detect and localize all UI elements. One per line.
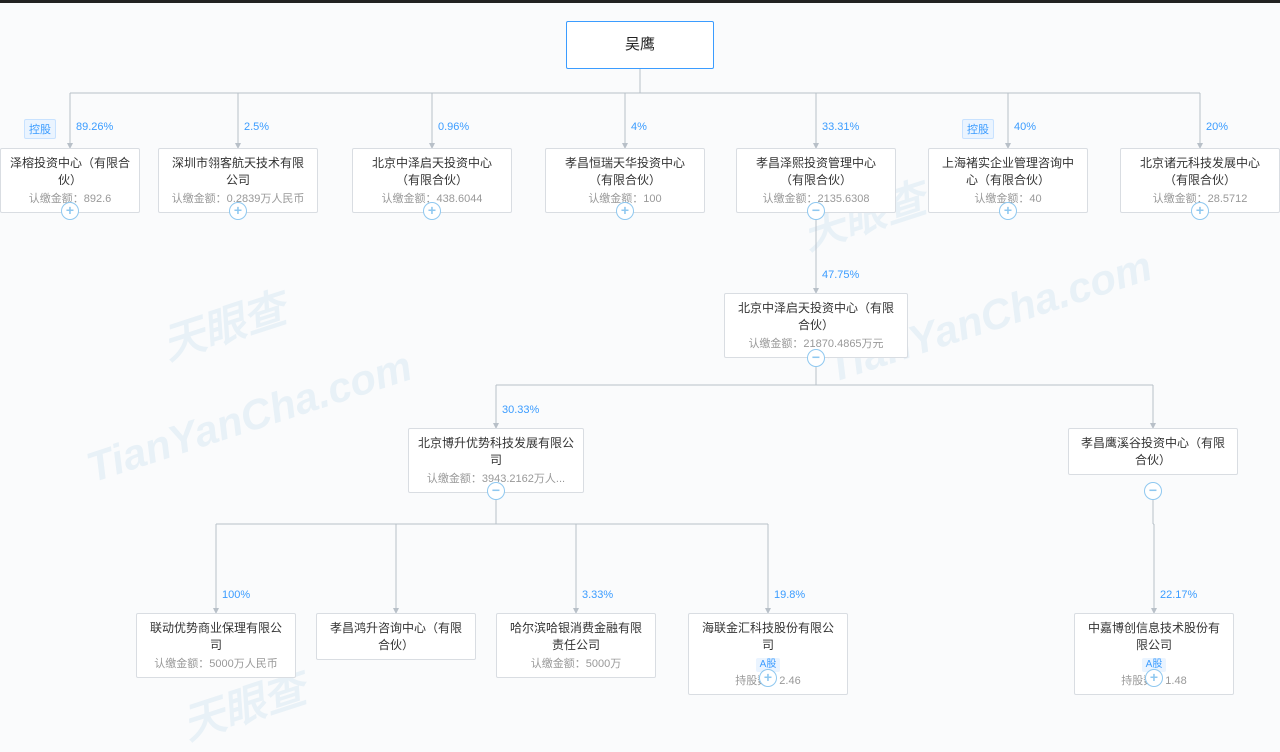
ownership-pct: 3.33% <box>582 589 613 601</box>
watermark: TianYanCha.com <box>81 342 418 492</box>
node-title: 深圳市翎客航天技术有限公司 <box>167 155 309 190</box>
connector-lines <box>0 3 1280 698</box>
expand-icon[interactable]: + <box>759 669 777 687</box>
node-title: 哈尔滨哈银消费金融有限责任公司 <box>505 620 647 655</box>
expand-icon[interactable]: + <box>999 202 1017 220</box>
node-title: 孝昌恒瑞天华投资中心（有限合伙） <box>554 155 696 190</box>
node-amount: 认缴金额：5000万人民币 <box>145 657 287 673</box>
ownership-pct: 22.17% <box>1160 589 1197 601</box>
ownership-pct: 33.31% <box>822 121 859 133</box>
holding-tag: 控股 <box>962 119 994 139</box>
node-title: 海联金汇科技股份有限公司 <box>697 620 839 655</box>
expand-icon[interactable]: + <box>423 202 441 220</box>
watermark: 天眼查 <box>154 275 293 372</box>
node-title: 联动优势商业保理有限公司 <box>145 620 287 655</box>
node-title: 北京博升优势科技发展有限公司 <box>417 435 575 470</box>
leaf-node[interactable]: 孝昌鸿升咨询中心（有限合伙） <box>316 613 476 660</box>
node-title: 上海褚实企业管理咨询中心（有限合伙） <box>937 155 1079 190</box>
root-name: 吴鹰 <box>625 36 655 53</box>
expand-icon[interactable]: + <box>61 202 79 220</box>
node-title: 泽榕投资中心（有限合伙） <box>9 155 131 190</box>
leaf-node[interactable]: 哈尔滨哈银消费金融有限责任公司认缴金额：5000万 <box>496 613 656 678</box>
ownership-pct: 89.26% <box>76 121 113 133</box>
node-title: 孝昌鹰溪谷投资中心（有限合伙） <box>1077 435 1229 470</box>
node-title: 北京诸元科技发展中心（有限合伙） <box>1129 155 1271 190</box>
node-amount: 认缴金额：5000万 <box>505 657 647 673</box>
collapse-icon[interactable]: − <box>1144 482 1162 500</box>
expand-icon[interactable]: + <box>616 202 634 220</box>
ownership-pct: 2.5% <box>244 121 269 133</box>
ownership-pct: 20% <box>1206 121 1228 133</box>
node-title: 孝昌泽熙投资管理中心（有限合伙） <box>745 155 887 190</box>
level2-node[interactable]: 北京中泽启天投资中心（有限合伙）认缴金额：21870.4865万元 <box>724 293 908 358</box>
ownership-pct: 100% <box>222 589 250 601</box>
collapse-icon[interactable]: − <box>807 202 825 220</box>
node-title: 中嘉博创信息技术股份有限公司 <box>1083 620 1225 655</box>
root-node[interactable]: 吴鹰 <box>566 21 714 69</box>
collapse-icon[interactable]: − <box>487 482 505 500</box>
holding-tag: 控股 <box>24 119 56 139</box>
ownership-pct: 47.75% <box>822 269 859 281</box>
ownership-pct: 4% <box>631 121 647 133</box>
expand-icon[interactable]: + <box>1191 202 1209 220</box>
node-title: 孝昌鸿升咨询中心（有限合伙） <box>325 620 467 655</box>
ownership-pct: 30.33% <box>502 404 539 416</box>
ownership-pct: 40% <box>1014 121 1036 133</box>
collapse-icon[interactable]: − <box>807 349 825 367</box>
leaf-node[interactable]: 联动优势商业保理有限公司认缴金额：5000万人民币 <box>136 613 296 678</box>
node-title: 北京中泽启天投资中心（有限合伙） <box>361 155 503 190</box>
expand-icon[interactable]: + <box>1145 669 1163 687</box>
ownership-pct: 19.8% <box>774 589 805 601</box>
node-title: 北京中泽启天投资中心（有限合伙） <box>733 300 899 335</box>
ownership-pct: 0.96% <box>438 121 469 133</box>
expand-icon[interactable]: + <box>229 202 247 220</box>
level3-node[interactable]: 孝昌鹰溪谷投资中心（有限合伙） <box>1068 428 1238 475</box>
